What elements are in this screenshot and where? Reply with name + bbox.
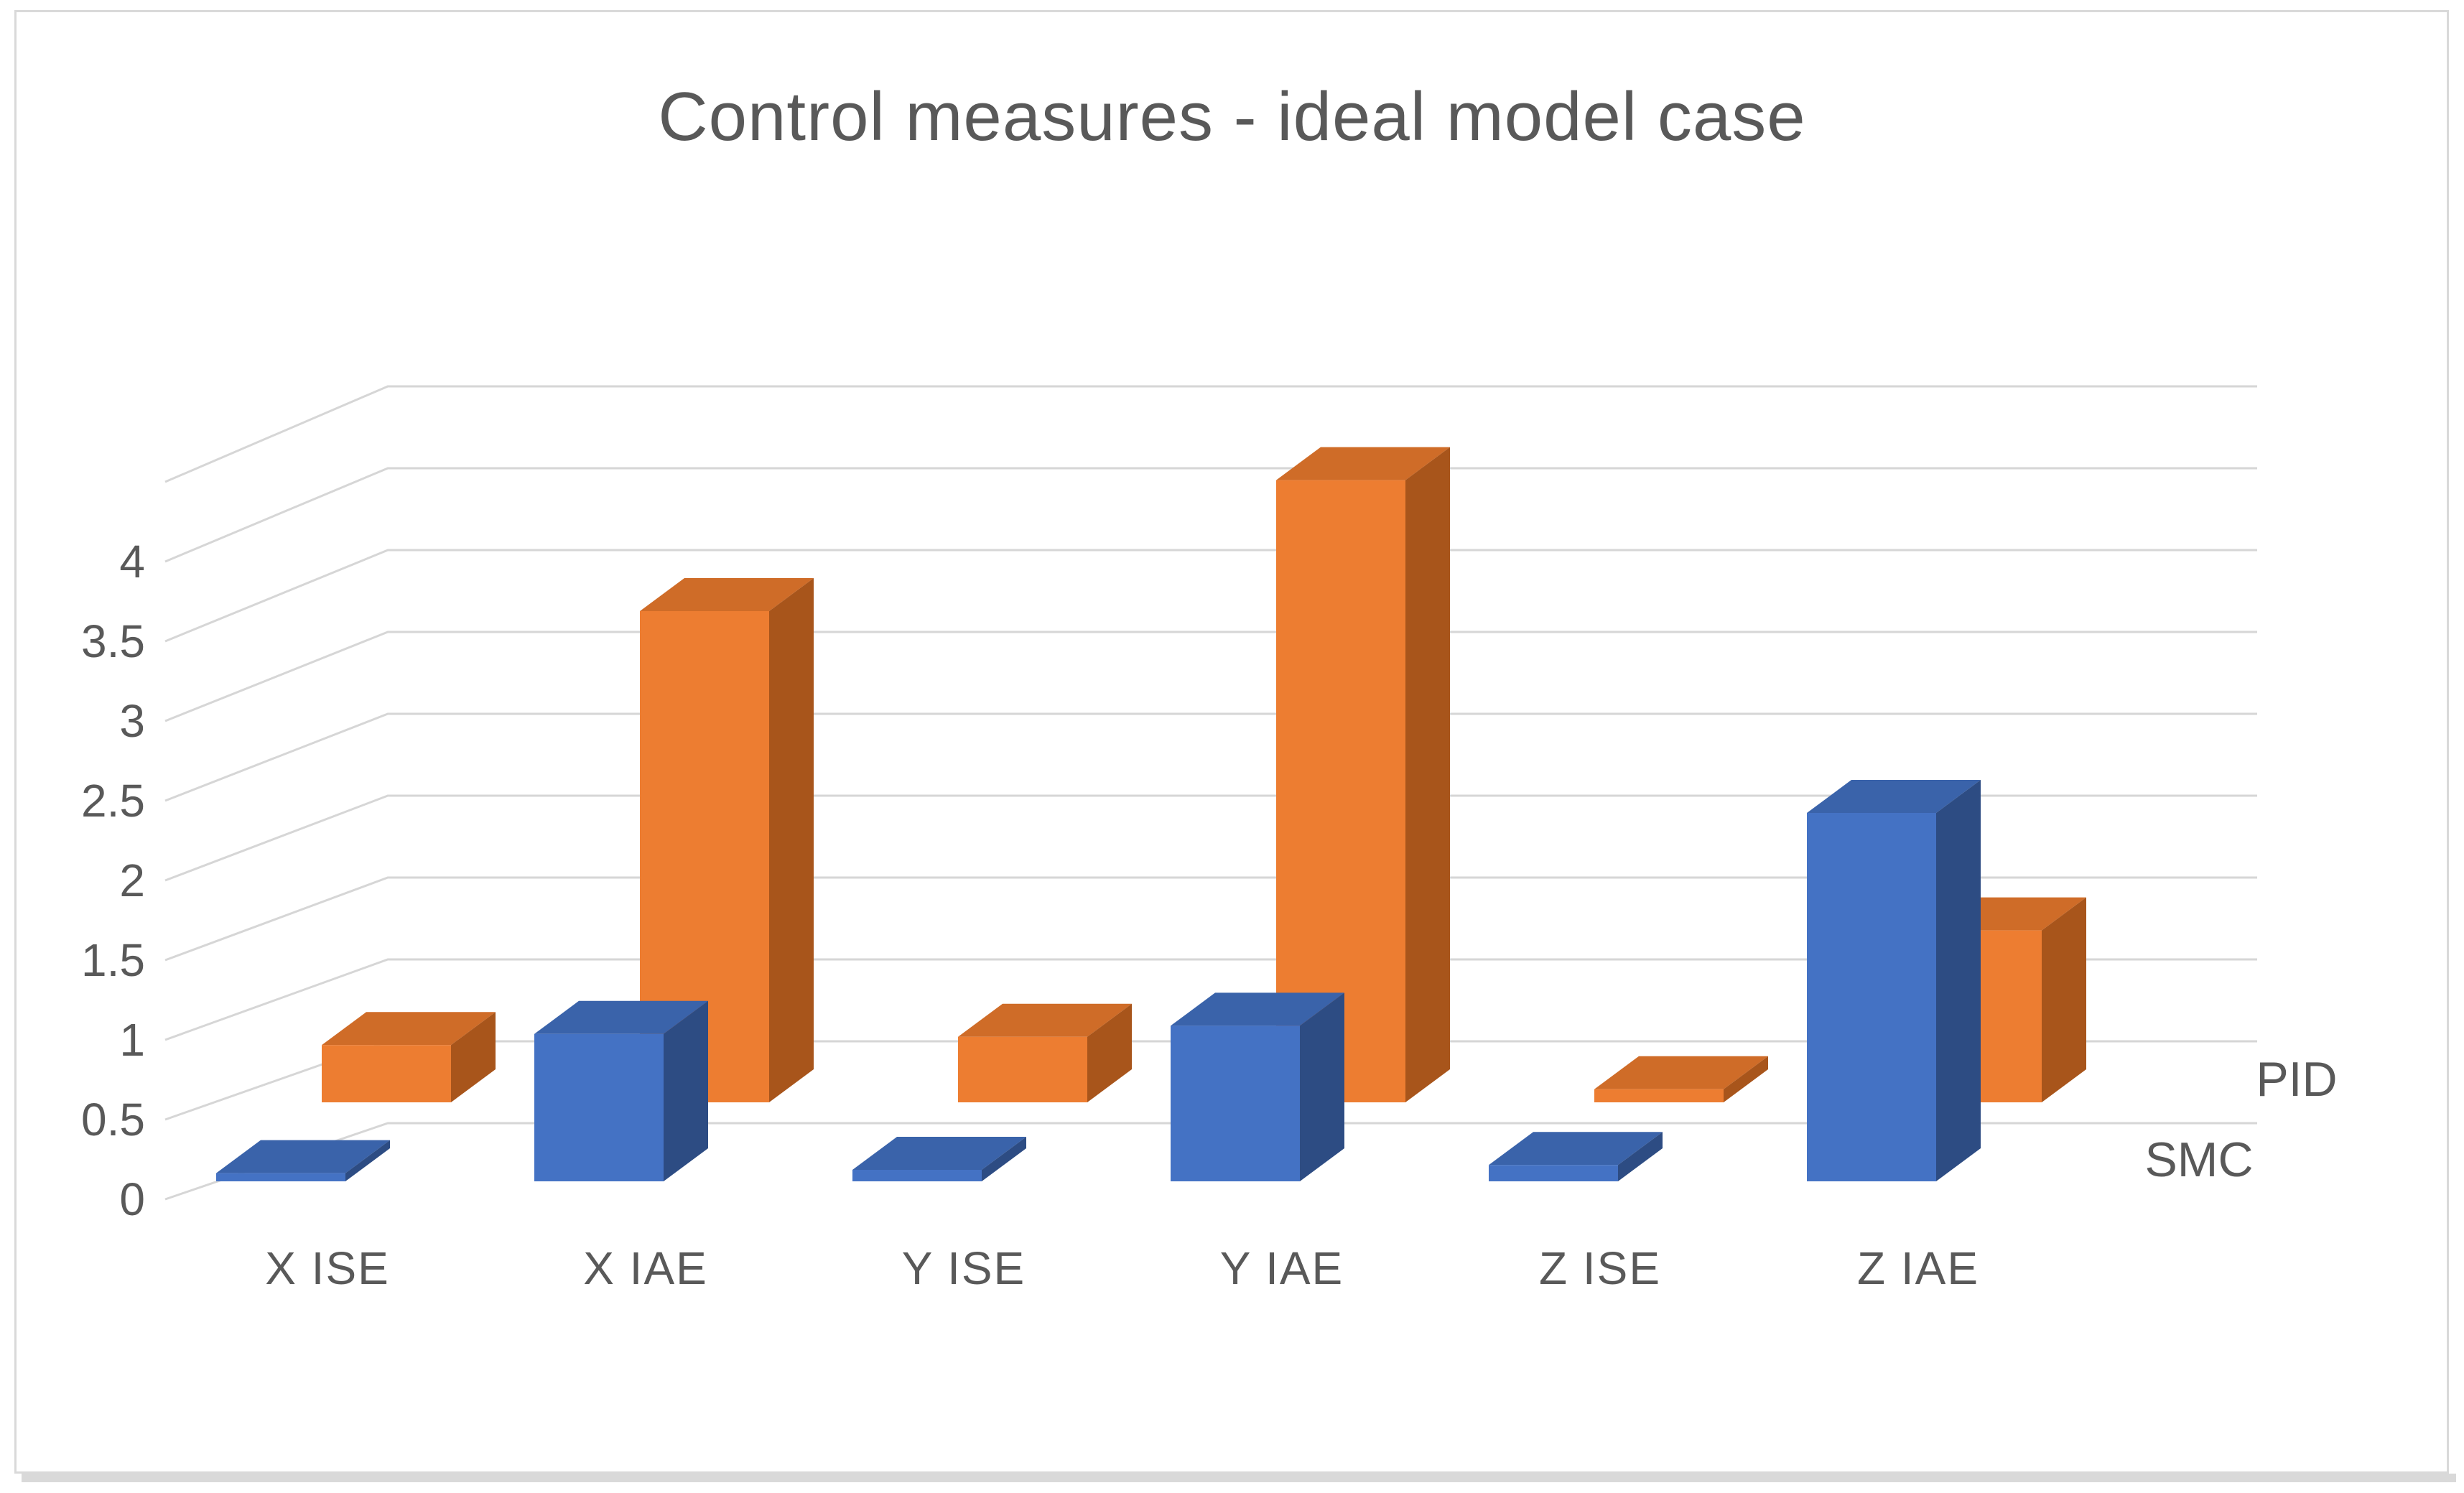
gridline xyxy=(164,631,2257,722)
bar-side-face xyxy=(1724,1056,1768,1102)
bar-side-face xyxy=(345,1140,390,1181)
series-depth-label: PID xyxy=(2256,1052,2337,1107)
bar-pid-y-iae xyxy=(1276,447,1450,1102)
bar-front-face xyxy=(1171,1025,1300,1181)
bar-side-face xyxy=(769,578,814,1102)
bar-front-face xyxy=(1276,480,1405,1102)
bar-smc-y-ise xyxy=(852,1137,1026,1181)
bar-smc-x-ise xyxy=(216,1140,390,1181)
bar-front-face xyxy=(640,611,769,1102)
bar-front-face xyxy=(852,1170,982,1181)
bar-front-face xyxy=(322,1045,451,1102)
gridline xyxy=(164,958,2257,1041)
bar-front-face xyxy=(534,1033,664,1181)
bar-top-face xyxy=(322,1012,496,1046)
y-tick-label: 2 xyxy=(119,855,145,906)
bar-side-face xyxy=(1618,1132,1663,1181)
bar-smc-z-iae xyxy=(1807,780,1981,1181)
bar-top-face xyxy=(1276,447,1450,480)
bar-side-face xyxy=(1300,992,1344,1181)
bar-top-face xyxy=(1594,1056,1768,1089)
y-tick-label: 1 xyxy=(119,1014,145,1066)
bar-side-face xyxy=(1405,447,1450,1102)
bar-top-face xyxy=(958,1003,1132,1037)
frame-shadow xyxy=(22,1474,2456,1482)
bar-top-face xyxy=(1171,992,1344,1026)
gridline xyxy=(164,876,2257,962)
y-tick-label: 1.5 xyxy=(81,934,145,986)
chart-title: Control measures - ideal model case xyxy=(658,78,1806,155)
gridline xyxy=(164,467,2257,563)
bar-front-face xyxy=(958,1036,1087,1102)
gridline xyxy=(164,549,2257,643)
chart-frame xyxy=(14,10,2449,1474)
y-tick-label: 3 xyxy=(119,695,145,747)
series-depth-label: SMC xyxy=(2144,1132,2253,1187)
bar-side-face xyxy=(1087,1003,1132,1102)
bar-side-face xyxy=(664,1000,708,1181)
bar-side-face xyxy=(2042,897,2086,1102)
bar-pid-x-iae xyxy=(640,578,814,1102)
bar-side-face xyxy=(451,1012,496,1102)
bar-top-face xyxy=(640,578,814,611)
gridline xyxy=(164,712,2257,802)
bar-side-face xyxy=(982,1137,1026,1181)
y-tick-label: 0.5 xyxy=(81,1094,145,1145)
bar-front-face xyxy=(1594,1089,1724,1102)
bar-top-face xyxy=(852,1137,1026,1171)
y-tick-label: 2.5 xyxy=(81,775,145,827)
x-category-label: Y IAE xyxy=(1220,1242,1344,1294)
gridline xyxy=(164,385,2257,483)
bar-top-face xyxy=(216,1140,390,1173)
y-tick-label: 0 xyxy=(119,1173,145,1225)
x-category-label: X ISE xyxy=(265,1242,390,1294)
y-tick-label: 4 xyxy=(119,536,145,587)
x-category-label: Y ISE xyxy=(902,1242,1026,1294)
bar-smc-y-iae xyxy=(1171,992,1344,1181)
gridline xyxy=(164,794,2257,882)
bar-top-face xyxy=(1489,1132,1663,1166)
bar-top-face xyxy=(1807,780,1981,813)
x-category-label: Z IAE xyxy=(1857,1242,1979,1294)
bar-front-face xyxy=(1807,813,1936,1181)
bar-pid-z-ise xyxy=(1594,1056,1768,1102)
bar-pid-x-ise xyxy=(322,1012,496,1102)
bar-smc-z-ise xyxy=(1489,1132,1663,1181)
x-category-label: X IAE xyxy=(583,1242,708,1294)
x-category-label: Z ISE xyxy=(1539,1242,1661,1294)
bar-top-face xyxy=(534,1000,708,1034)
bar-pid-y-ise xyxy=(958,1003,1132,1102)
bar-front-face xyxy=(216,1173,345,1181)
bar-front-face xyxy=(1489,1165,1618,1181)
bar-side-face xyxy=(1936,780,1981,1181)
y-tick-label: 3.5 xyxy=(81,615,145,667)
bar-smc-x-iae xyxy=(534,1000,708,1181)
